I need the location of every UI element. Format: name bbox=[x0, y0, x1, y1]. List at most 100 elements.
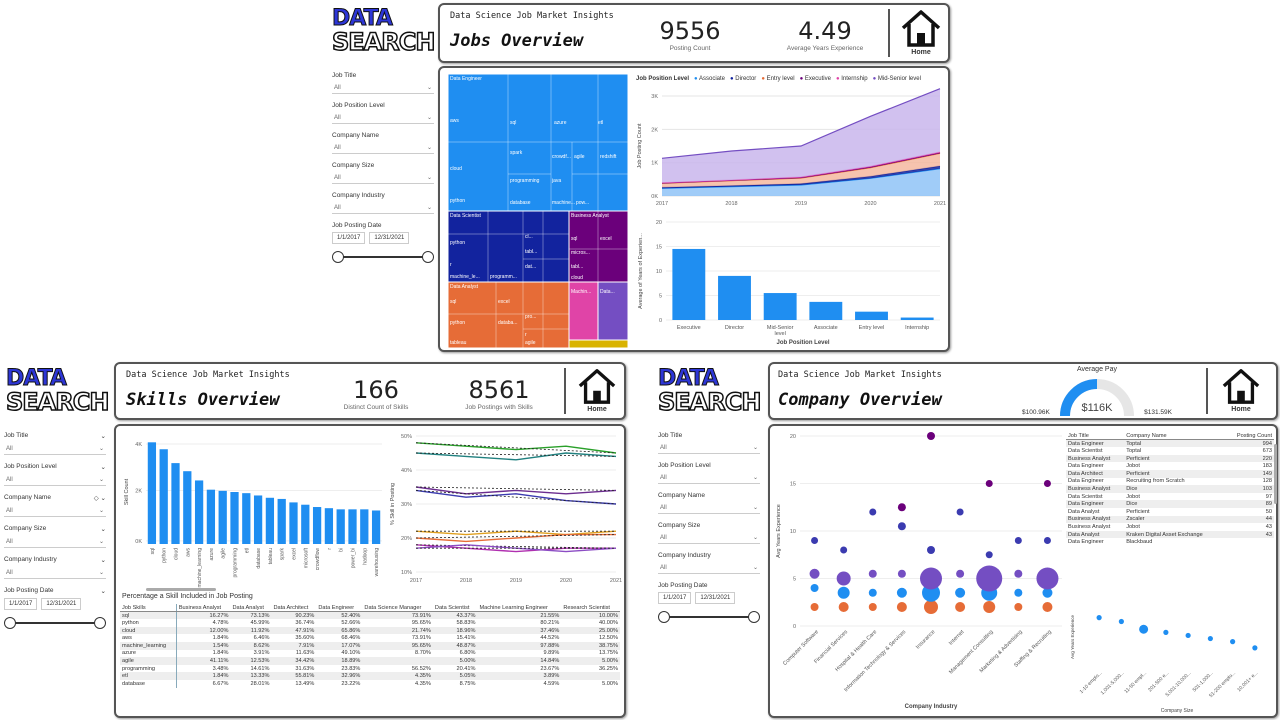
legend-item[interactable]: ● Internship bbox=[835, 76, 868, 82]
filter-job-position-level[interactable]: Job Position Level All ⌄ bbox=[658, 462, 760, 484]
chart-scrollbar[interactable] bbox=[146, 588, 216, 591]
slider-end-handle[interactable] bbox=[94, 617, 106, 629]
column-header[interactable]: Job Skills bbox=[120, 604, 177, 613]
column-header[interactable]: Research Scientist bbox=[561, 604, 620, 613]
series-line bbox=[415, 486, 617, 495]
data-search-logo: DATA SEARCH bbox=[5, 366, 110, 416]
filter-company-industry[interactable]: Company Industry All ⌄ bbox=[332, 192, 434, 214]
filter-company-size[interactable]: Company Size All ⌄ bbox=[658, 522, 760, 544]
table-row[interactable]: Data Analyst Perficient 50 bbox=[1066, 508, 1274, 516]
filter-job-position-level[interactable]: Job Position Level All ⌄ bbox=[332, 102, 434, 124]
table-row[interactable]: sql 16.27% 73.13% 90.23% 52.40% 73.91% 43.37% 2… bbox=[120, 611, 620, 620]
table-row[interactable]: Data Engineer Jobot 183 bbox=[1066, 462, 1274, 470]
column-header[interactable]: Data Scientist bbox=[432, 604, 478, 613]
jobs-filter-panel: Job Title All ⌄ Job Position Level All ⌄ Com… bbox=[332, 72, 434, 272]
chevron-down-icon: ⌄ bbox=[426, 115, 432, 121]
filter-company-name[interactable]: Company Name All ⌄ bbox=[332, 132, 434, 154]
start-date-input[interactable]: 1/1/2017 bbox=[332, 232, 366, 244]
table-row[interactable]: Business Analyst Jobot 43 bbox=[1066, 523, 1274, 531]
column-header[interactable]: Data Architect bbox=[271, 604, 317, 613]
table-cell: 97.88% bbox=[477, 641, 562, 650]
table-row[interactable]: Business Analyst Dice 103 bbox=[1066, 485, 1274, 493]
date-range-slider[interactable] bbox=[4, 616, 106, 630]
bar bbox=[277, 498, 286, 544]
table-row[interactable]: agile 41.11% 12.53% 34.42% 18.89% 5.00% 14.84%… bbox=[120, 657, 620, 665]
date-range-slider[interactable] bbox=[332, 250, 434, 264]
legend-item[interactable]: ● Mid-Senior level bbox=[872, 76, 921, 82]
legend-item[interactable]: ● Entry level bbox=[761, 76, 795, 82]
filter-job-title[interactable]: Job Title All ⌄ bbox=[332, 72, 434, 94]
slider-end-handle[interactable] bbox=[748, 611, 760, 623]
column-header[interactable]: Data Engineer bbox=[316, 604, 363, 613]
kpi-postings-with-skills: 8561 Job Postings with Skills bbox=[465, 376, 533, 411]
start-date-input[interactable]: 1/1/2017 bbox=[4, 598, 38, 610]
table-row[interactable]: cloud 12.00% 11.92% 47.91% 65.86% 21.74% 18.96… bbox=[120, 626, 620, 635]
filter-job-position-level[interactable]: Job Position Level ⌄ All ⌄ bbox=[4, 463, 106, 486]
company-posting-table: Job Title Company Name Posting Count Data E… bbox=[1066, 432, 1274, 546]
column-header[interactable]: Company Name bbox=[1124, 432, 1225, 441]
table-row[interactable]: Data Engineer Dice 89 bbox=[1066, 500, 1274, 508]
filter-company-industry[interactable]: Company Industry All ⌄ bbox=[658, 552, 760, 574]
table-row[interactable]: Data Engineer Blackbaud bbox=[1066, 538, 1274, 546]
column-header[interactable]: Machine Learning Engineer bbox=[477, 604, 562, 613]
column-header[interactable]: Data Science Manager bbox=[362, 604, 433, 613]
table-row[interactable]: Data Architect Perficient 149 bbox=[1066, 469, 1274, 478]
chevron-down-icon: ⌄ bbox=[426, 205, 432, 211]
table-row[interactable]: machine_learning 1.54% 8.62% 7.91% 17.07% 95.… bbox=[120, 641, 620, 650]
column-header[interactable]: Business Analyst bbox=[175, 604, 231, 613]
end-date-input[interactable]: 12/31/2021 bbox=[369, 232, 410, 244]
scatter-point bbox=[924, 600, 938, 614]
table-row[interactable]: Data Engineer Toptal 994 bbox=[1066, 439, 1274, 448]
home-button[interactable]: Home bbox=[896, 7, 946, 56]
table-row[interactable]: python 4.78% 45.99% 36.74% 52.66% 95.65% 58.83… bbox=[120, 619, 620, 627]
table-row[interactable]: Data Scientist Toptal 673 bbox=[1066, 447, 1274, 455]
y-tick-label: 20 bbox=[790, 434, 796, 440]
slider-start-handle[interactable] bbox=[658, 611, 670, 623]
home-button[interactable]: Home bbox=[572, 366, 622, 413]
x-tick-label: Associate bbox=[814, 325, 838, 331]
date-range-slider[interactable] bbox=[658, 610, 760, 624]
table-row[interactable]: Data Scientist Jobot 97 bbox=[1066, 493, 1274, 501]
x-tick-label: 2020 bbox=[864, 201, 876, 207]
table-row[interactable]: azure 1.84% 3.91% 11.63% 49.10% 8.70% 6.80% 9.8… bbox=[120, 649, 620, 658]
filter-company-industry[interactable]: Company Industry ⌄ All ⌄ bbox=[4, 556, 106, 579]
x-tick-label: 201-500 e... bbox=[1147, 670, 1170, 693]
legend-item[interactable]: ● Associate bbox=[694, 76, 725, 82]
filter-company-size[interactable]: Company Size All ⌄ bbox=[332, 162, 434, 184]
table-row[interactable]: programming 3.48% 14.61% 31.63% 23.83% 56.52%… bbox=[120, 664, 620, 673]
filter-company-name[interactable]: Company Name ◇ ⌄ All ⌄ bbox=[4, 494, 106, 517]
slider-end-handle[interactable] bbox=[422, 251, 434, 263]
table-cell: 36.74% bbox=[295, 619, 315, 626]
chevron-down-icon: ⌄ bbox=[98, 508, 104, 514]
table-row[interactable]: Business Analyst Zscaler 44 bbox=[1066, 515, 1274, 524]
table-row[interactable]: aws 1.84% 6.46% 35.60% 68.46% 73.91% 15.41% 44.… bbox=[120, 634, 620, 642]
filter-job-title[interactable]: Job Title All ⌄ bbox=[658, 432, 760, 454]
slider-start-handle[interactable] bbox=[332, 251, 344, 263]
legend-item[interactable]: ● Executive bbox=[799, 76, 831, 82]
table-scrollbar[interactable] bbox=[1274, 444, 1277, 504]
filter-job-title[interactable]: Job Title ⌄ All ⌄ bbox=[4, 432, 106, 455]
end-date-input[interactable]: 12/31/2021 bbox=[41, 598, 82, 610]
scatter-point bbox=[1043, 480, 1051, 487]
legend-item[interactable]: ● Director bbox=[730, 76, 757, 82]
column-header[interactable]: Posting Count bbox=[1224, 432, 1274, 441]
filter-company-name[interactable]: Company Name All ⌄ bbox=[658, 492, 760, 514]
home-button[interactable]: Home bbox=[1216, 366, 1266, 413]
end-date-input[interactable]: 12/31/2021 bbox=[695, 592, 736, 604]
table-row[interactable]: Data Engineer Recruiting from Scratch 128 bbox=[1066, 478, 1274, 486]
table-row[interactable]: Data Analyst Kraken Digital Asset Exchang… bbox=[1066, 530, 1274, 539]
filter-company-size[interactable]: Company Size ⌄ All ⌄ bbox=[4, 525, 106, 548]
filter-job-posting-date: Job Posting Date ⌄ 1/1/2017 12/31/2021 bbox=[4, 587, 106, 630]
table-row[interactable]: etl 1.84% 13.33% 55.81% 32.96% 4.35% 5.05% 3.89… bbox=[120, 672, 620, 680]
slider-start-handle[interactable] bbox=[4, 617, 16, 629]
column-header[interactable]: Data Analyst bbox=[230, 604, 272, 613]
dashboard-subtitle: Data Science Job Market Insights bbox=[778, 370, 942, 380]
x-tick-label: 2019 bbox=[795, 201, 807, 207]
table-cell: 1.84% bbox=[175, 634, 231, 642]
column-header[interactable]: Job Title bbox=[1066, 432, 1125, 441]
y-tick-label: 4K bbox=[135, 442, 142, 448]
table-row[interactable]: database 6.67% 28.01% 13.49% 23.22% 4.35% 8.75… bbox=[120, 679, 620, 688]
start-date-input[interactable]: 1/1/2017 bbox=[658, 592, 692, 604]
table-row[interactable]: Business Analyst Perficient 220 bbox=[1066, 454, 1274, 463]
eraser-icon[interactable]: ◇ ⌄ bbox=[93, 495, 106, 502]
